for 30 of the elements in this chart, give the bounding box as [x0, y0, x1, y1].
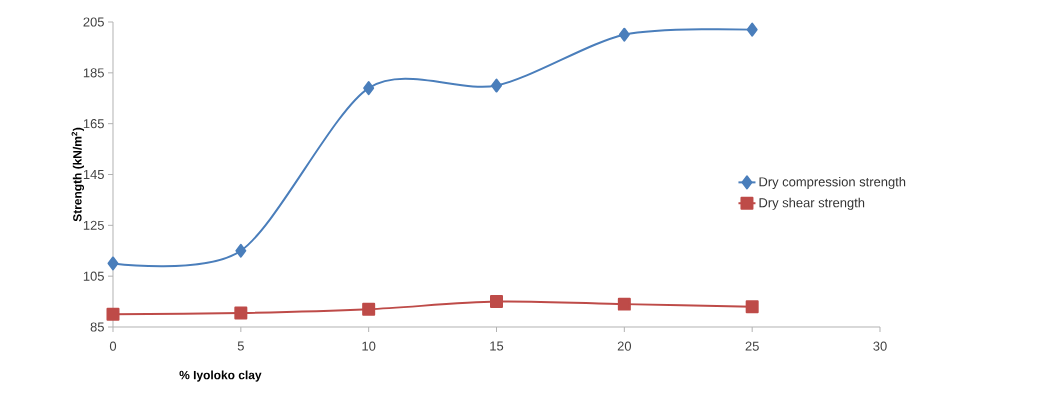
x-tick-label: 15 [490, 341, 504, 351]
point [235, 243, 247, 258]
x-tick-label: 25 [745, 341, 759, 351]
legend-label: Dry compression strength [759, 176, 906, 189]
point [618, 27, 630, 42]
point [745, 300, 759, 314]
x-tick-label: 10 [362, 341, 376, 351]
point [617, 297, 631, 311]
x-tick-label: 0 [109, 341, 117, 351]
point [107, 256, 119, 271]
y-tick-label: 105 [83, 271, 104, 281]
legend-label: Dry shear strength [759, 197, 865, 210]
x-tick-label: 5 [237, 341, 244, 351]
y-axis-title: Strength (kN/m$^{2}$) [71, 127, 85, 222]
point [491, 78, 502, 93]
x-tick-label: 30 [873, 341, 887, 351]
point [746, 22, 758, 37]
y-tick-label: 205 [83, 17, 104, 27]
point [490, 295, 503, 309]
y-tick-label: 165 [83, 119, 104, 129]
point [106, 307, 120, 321]
point [363, 81, 375, 96]
x-tick-label: 20 [617, 341, 632, 351]
x-axis-title: % Iyoloko clay [179, 370, 262, 382]
point [362, 302, 376, 316]
y-tick-label: 185 [83, 68, 104, 78]
y-tick-label: 85 [90, 322, 104, 332]
y-tick-label: 145 [83, 169, 104, 180]
point [234, 306, 248, 320]
y-tick-label: 125 [83, 220, 104, 230]
